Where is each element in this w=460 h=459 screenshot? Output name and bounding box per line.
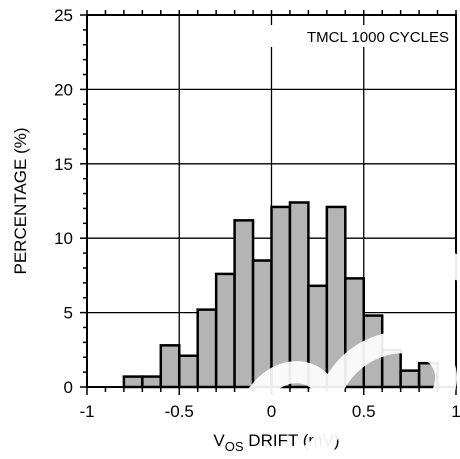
x-tick-label: -1 bbox=[79, 402, 94, 421]
histogram-bar bbox=[327, 207, 345, 387]
histogram-bar bbox=[253, 261, 271, 387]
y-tick-label: 5 bbox=[64, 304, 73, 323]
histogram-bar bbox=[290, 202, 308, 387]
histogram-bar bbox=[419, 363, 437, 387]
histogram-bar bbox=[308, 286, 326, 387]
histogram-bar bbox=[161, 345, 179, 387]
y-tick-label: 25 bbox=[54, 6, 73, 25]
x-axis-title-prefix: V bbox=[213, 431, 225, 450]
y-tick-labels: 0 5 10 15 20 25 bbox=[54, 6, 73, 397]
x-tick-label: 0 bbox=[267, 402, 276, 421]
histogram-bars bbox=[124, 202, 438, 387]
histogram-bar bbox=[198, 310, 216, 387]
histogram-bar bbox=[345, 278, 363, 387]
histogram-bar bbox=[216, 274, 234, 387]
x-tick-labels: -1 -0.5 0 0.5 1 bbox=[79, 402, 460, 421]
histogram-bar bbox=[364, 316, 382, 387]
histogram-bar bbox=[401, 371, 419, 387]
x-tick-label: -0.5 bbox=[165, 402, 194, 421]
histogram-bar bbox=[272, 207, 290, 387]
y-tick-label: 10 bbox=[54, 229, 73, 248]
histogram-bar bbox=[382, 350, 400, 387]
x-axis-title: VOS DRIFT (mV) bbox=[213, 431, 339, 454]
y-axis-title: PERCENTAGE (%) bbox=[11, 127, 30, 274]
histogram-bar bbox=[142, 377, 160, 387]
y-tick-label: 15 bbox=[54, 155, 73, 174]
histogram-bar bbox=[235, 220, 253, 387]
x-tick-label: 0.5 bbox=[352, 402, 376, 421]
histogram-bar bbox=[179, 356, 197, 387]
chart-annotation: TMCL 1000 CYCLES bbox=[307, 29, 449, 46]
x-tick-label: 1 bbox=[451, 402, 460, 421]
y-tick-label: 20 bbox=[54, 80, 73, 99]
histogram-bar bbox=[124, 377, 142, 387]
y-tick-label: 0 bbox=[64, 378, 73, 397]
x-axis-title-subscript: OS bbox=[225, 439, 244, 454]
x-axis-title-suffix: DRIFT (mV) bbox=[244, 431, 340, 450]
